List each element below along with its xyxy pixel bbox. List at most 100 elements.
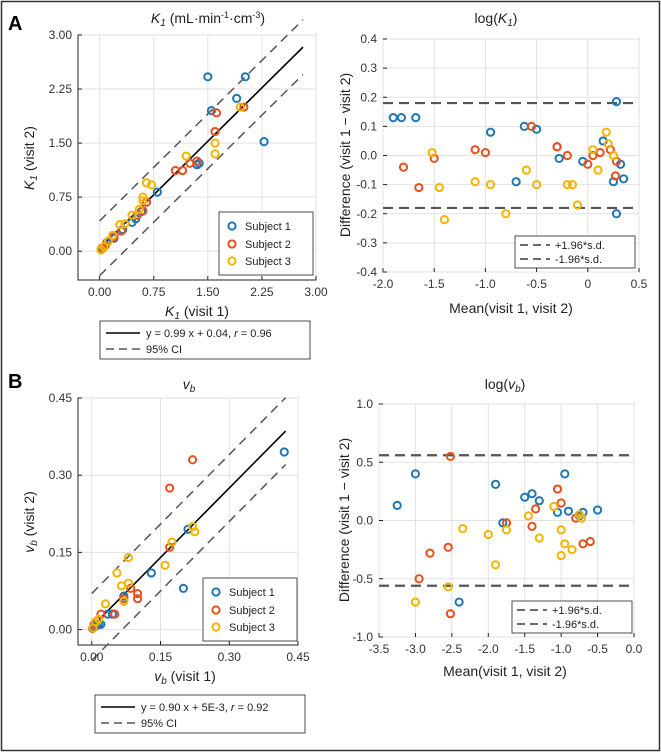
logvb-point-subject-2	[443, 542, 453, 552]
vb-legend-marker-2	[211, 605, 221, 615]
k1-x-tick-label: 3.00	[304, 285, 328, 299]
k1-legend-label-2: Subject 2	[245, 239, 291, 251]
k1-point-subject-3	[146, 180, 157, 190]
k1-fit-legend: y = 0.99 x + 0.04, r = 0.96 95% CI	[99, 320, 311, 360]
logk1-point-subject-1	[388, 113, 398, 123]
logvb-x-tick-label: -3.0	[405, 642, 426, 656]
logk1-point-subject-3	[521, 165, 531, 175]
logk1-point-subject-3	[427, 147, 437, 158]
k1-point-subject-3	[108, 230, 118, 240]
logk1-point-subject-3	[588, 145, 598, 155]
logk1-y-tick-label: 0.4	[360, 32, 377, 46]
logk1-x-tick-label: 0.5	[631, 277, 648, 291]
k1-legend-marker-1	[227, 221, 237, 231]
logk1-point-subject-2	[398, 162, 409, 172]
logvb-y-tick-label: -1.0	[352, 630, 373, 644]
logk1-point-subject-3	[603, 139, 613, 149]
k1-point-subject-3	[210, 149, 220, 159]
logk1-y-tick-label: -0.4	[356, 265, 377, 279]
logk1-point-subject-2	[526, 121, 537, 131]
k1-scatter-chart: K1 (mL·min-1·cm-3) 0.00 0.75 1.50 2.25 3.00 …	[21, 10, 328, 360]
k1-point-subject-1	[259, 137, 269, 147]
logvb-point-subject-3	[567, 545, 577, 555]
logk1-point-subject-2	[480, 147, 490, 158]
logk1-point-subject-3	[485, 180, 496, 190]
vb-point-subject-2	[110, 609, 120, 619]
logk1-y-tick-label: -0.1	[356, 178, 377, 192]
logvb-point-subject-3	[556, 550, 566, 561]
logk1-y-tick-label: -0.3	[356, 236, 377, 250]
k1-x-axis-label: K1 (visit 1)	[165, 303, 229, 322]
logvb-point-subject-2	[425, 548, 435, 558]
logk1-x-tick-label: -1.0	[475, 277, 496, 291]
k1-x-tick-label: 1.50	[196, 285, 220, 299]
k1-point-subject-3	[141, 178, 152, 188]
logk1-point-subject-1	[511, 177, 521, 187]
k1-point-subject-3	[127, 210, 137, 220]
logvb-limits-legend: +1.96*s.d. -1.96*s.d.	[511, 600, 633, 634]
k1-y-tick-label: 1.50	[49, 136, 73, 150]
logk1-x-tick-label: -1.5	[424, 277, 445, 291]
vb-point-subject-2	[187, 455, 198, 465]
k1-point-subject-3	[210, 138, 220, 148]
logk1-point-subject-2	[610, 171, 621, 181]
logk1-point-subject-1	[611, 209, 622, 219]
k1-point-subject-1	[206, 106, 217, 116]
logk1-point-subject-3	[532, 180, 542, 190]
k1-fit-legend-text: y = 0.99 x + 0.04, r = 0.96	[146, 328, 272, 340]
logvb-point-subject-1	[592, 505, 603, 515]
logvb-y-tick-label: -0.5	[352, 572, 373, 586]
logvb-point-subject-1	[560, 469, 570, 479]
logvb-point-subject-1	[410, 469, 421, 479]
vb-legend-label-1: Subject 1	[229, 587, 275, 599]
logvb-x-tick-label: -2.5	[442, 642, 463, 656]
vb-chart-title: vb	[183, 376, 196, 395]
logk1-point-subject-2	[562, 150, 572, 161]
vb-legend-label-2: Subject 2	[229, 605, 275, 617]
logvb-y-tick-label: 0.0	[356, 514, 373, 528]
vb-subject-legend: Subject 1 Subject 2 Subject 3	[202, 577, 298, 642]
vb-point-subject-1	[279, 447, 289, 457]
logvb-point-subject-2	[556, 498, 566, 508]
logk1-limits-legend: +1.96*s.d. -1.96*s.d.	[514, 235, 636, 269]
vb-ci-lower-line	[91, 464, 287, 661]
vb-point-subject-3	[123, 578, 134, 588]
k1-point-subject-3	[138, 192, 148, 202]
k1-legend-marker-2	[227, 239, 237, 249]
vb-point-subject-1	[146, 568, 156, 578]
k1-ci-lower-line	[99, 73, 304, 277]
vb-point-subject-3	[119, 596, 129, 606]
vb-scatter-chart: vb 0.00 0.15 0.30 0.45 0.00 0.15 0.30 0.45 vb …	[21, 376, 310, 734]
logvb-point-subject-2	[414, 574, 424, 584]
logvb-point-subject-2	[445, 451, 455, 462]
vb-x-axis-label: vb (visit 1)	[154, 668, 216, 687]
logvb-x-tick-label: -1.0	[551, 642, 572, 656]
k1-point-subject-3	[235, 102, 245, 112]
logvb-point-subject-2	[552, 484, 563, 494]
logk1-point-subject-1	[619, 174, 629, 184]
logk1-point-subject-2	[595, 147, 605, 158]
logk1-point-subject-2	[470, 145, 480, 155]
logvb-point-subject-1	[563, 506, 574, 516]
logvb-y-tick-label: 0.5	[356, 455, 373, 469]
k1-legend-label-1: Subject 1	[245, 221, 291, 233]
logvb-point-subject-2	[531, 504, 541, 514]
vb-point-subject-2	[165, 483, 175, 493]
logk1-point-subject-3	[434, 182, 444, 193]
logk1-point-subject-3	[567, 180, 578, 190]
vb-point-subject-3	[123, 552, 134, 563]
vb-y-axis-label: vb (visit 2)	[21, 491, 40, 553]
logvb-point-subject-3	[410, 597, 421, 607]
logvb-point-subject-3	[490, 560, 501, 570]
k1-legend-label-3: Subject 3	[245, 256, 291, 268]
logvb-point-subject-3	[549, 501, 559, 512]
vb-fit-legend-text: y = 0.90 x + 5E-3, r = 0.92	[141, 702, 269, 714]
logvb-y-axis-label: Difference (visit 1 − visit 2)	[336, 438, 352, 602]
logk1-chart-title: log(K1)	[475, 10, 518, 29]
k1-point-subject-1	[203, 72, 213, 82]
logk1-legend-upper-text: +1.96*s.d.	[555, 240, 605, 252]
k1-point-subject-1	[232, 93, 242, 104]
logvb-x-tick-label: -0.5	[587, 642, 608, 656]
